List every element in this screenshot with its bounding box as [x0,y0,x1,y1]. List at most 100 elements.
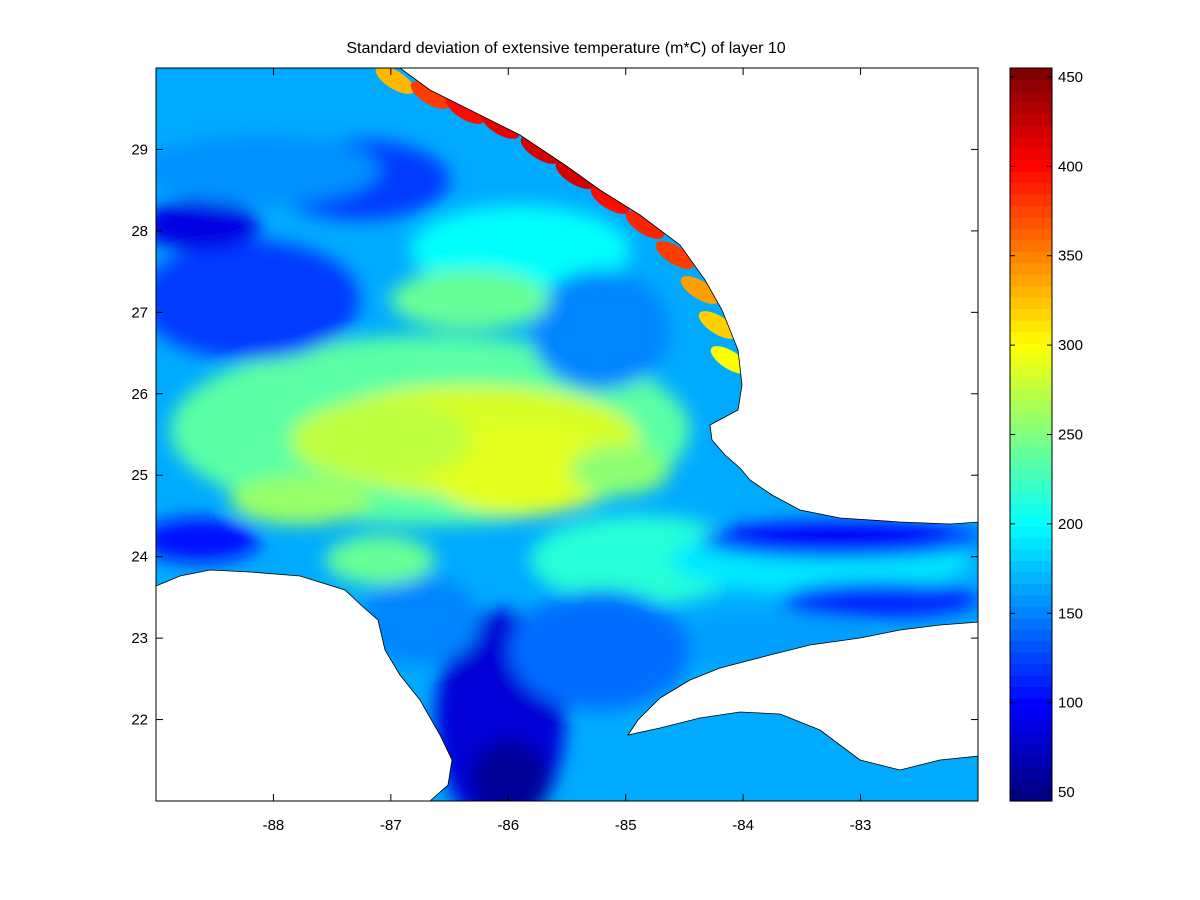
colorbar-segment [1010,262,1052,275]
y-tick-label: 26 [131,386,148,403]
colorbar-tick-label: 350 [1058,248,1083,265]
chart-title: Standard deviation of extensive temperat… [346,40,785,57]
colorbar-segment [1010,583,1052,596]
colorbar-segment [1010,159,1052,172]
coastal-band [375,68,415,94]
colorbar-segment [1010,285,1052,298]
coastal-band [655,241,695,269]
field-region [510,590,690,710]
colorbar-segment [1010,68,1052,81]
field-region [530,270,670,390]
colorbar-segment [1010,755,1052,768]
field-region [325,535,435,585]
colorbar-segment [1010,148,1052,161]
colorbar-segment [1010,732,1052,745]
florida-land [399,68,978,525]
colorbar-segment [1010,743,1052,756]
colorbar-segment [1010,434,1052,447]
field-region [570,445,670,495]
colorbar-ticks: 50 100 150 200 250 300 350 400 450 [1010,69,1083,801]
yucatan-land [156,569,453,801]
colorbar-segment [1010,342,1052,355]
colorbar-segment [1010,640,1052,653]
colorbar-segment [1010,629,1052,642]
colorbar-segment [1010,331,1052,344]
colorbar-segment [1010,216,1052,229]
colorbar-segment [1010,423,1052,436]
colorbar-tick-label: 150 [1058,605,1083,622]
coastal-band [410,81,450,109]
field-region [390,270,550,330]
field-region [530,515,750,605]
colorbar-segment [1010,228,1052,241]
colorbar-segment [1010,778,1052,791]
colorbar-segment [1010,239,1052,252]
y-axis: 22 23 24 25 26 27 28 29 [131,141,978,729]
x-axis: -88 -87 -86 -85 -84 -83 [263,68,872,834]
field-region [470,740,550,801]
x-tick-label: -86 [497,817,519,834]
colorbar-tick-label: 300 [1058,337,1083,354]
coastal-band [625,211,665,239]
colorbar-segment [1010,560,1052,573]
colorbar-segment [1010,514,1052,527]
y-tick-label: 22 [131,712,148,729]
colorbar-tick-label: 250 [1058,427,1083,444]
coastal-band [520,136,560,164]
colorbar-segment [1010,400,1052,413]
colorbar-segment [1010,789,1052,802]
field-region [360,575,480,665]
x-tick-label: -87 [380,817,402,834]
colorbar-segment [1010,675,1052,688]
colorbar-segment [1010,503,1052,516]
x-tick-label: -85 [615,817,637,834]
colorbar-tick-label: 200 [1058,516,1083,533]
colorbar-segment [1010,411,1052,424]
y-tick-label: 28 [131,223,148,240]
colorbar-segment [1010,388,1052,401]
y-tick-label: 25 [131,467,148,484]
colorbar-segment [1010,526,1052,539]
colorbar-tick-label: 50 [1058,784,1075,801]
colorbar-segment [1010,79,1052,92]
colorbar-segment [1010,571,1052,584]
y-tick-label: 23 [131,630,148,647]
colorbar-segment [1010,491,1052,504]
colorbar-segment [1010,480,1052,493]
colorbar-segment [1010,457,1052,470]
field-region [156,240,360,360]
colorbar-segment [1010,617,1052,630]
colorbar-segment [1010,720,1052,733]
colorbar-segment [1010,594,1052,607]
colorbar-segment [1010,136,1052,149]
colorbar: 50 100 150 200 250 300 350 400 450 [1009,67,1083,802]
coastal-band [555,161,595,189]
land-masses [156,68,978,801]
coastal-band [680,276,720,304]
colorbar-segment [1010,663,1052,676]
x-tick-label: -83 [850,817,872,834]
colorbar-segment [1010,709,1052,722]
colorbar-segment [1010,182,1052,195]
colorbar-segment [1010,90,1052,103]
field-region [290,400,470,480]
colorbar-segment [1010,193,1052,207]
colorbar-segment [1010,205,1052,218]
field-region [780,582,978,618]
colorbar-segment [1010,766,1052,779]
colorbar-segment [1010,171,1052,184]
field-region [700,522,978,558]
map-plot-area [155,67,979,802]
colorbar-segment [1010,102,1052,115]
field-region [425,425,615,515]
y-tick-label: 27 [131,304,148,321]
colorbar-segment [1010,697,1052,710]
colorbar-segment [1010,686,1052,699]
colorbar-segment [1010,125,1052,138]
colorbar-segment [1010,377,1052,390]
x-tick-label: -84 [732,817,754,834]
colorbar-segment [1010,308,1052,321]
colorbar-segment [1010,445,1052,458]
colorbar-tick-label: 450 [1058,69,1083,86]
colorbar-segment [1010,113,1052,126]
